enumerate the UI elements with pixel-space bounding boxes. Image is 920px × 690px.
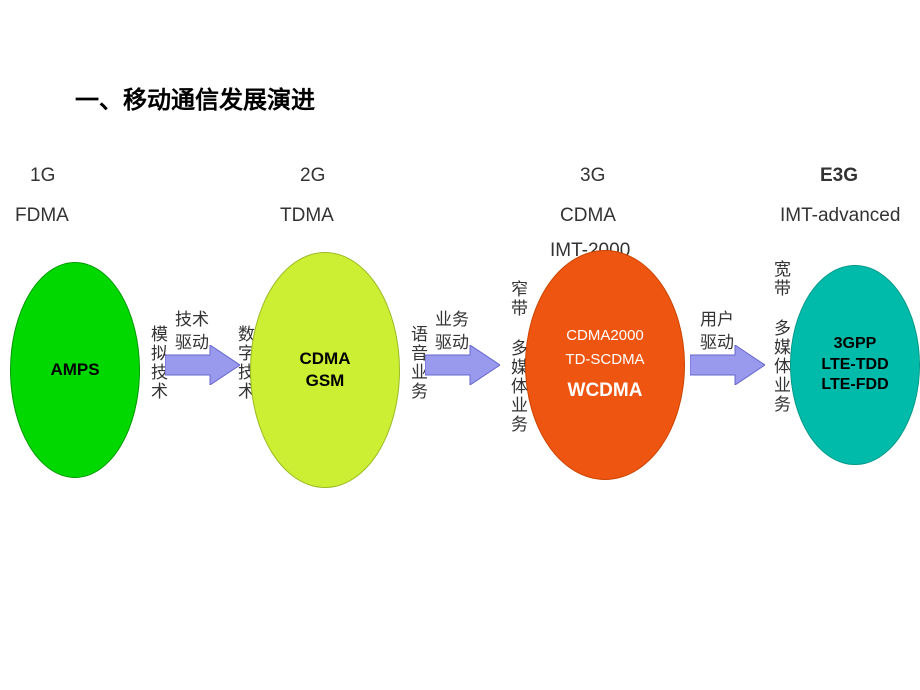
ellipse-2g: CDMA GSM	[250, 252, 400, 488]
ellipse-2g-text1: CDMA	[300, 348, 351, 370]
arrow2-bot: 驱动	[435, 328, 469, 353]
arrow1-top: 技术	[175, 305, 209, 330]
evolution-diagram: 1G FDMA 2G TDMA 3G CDMA IMT-2000 E3G IMT…	[0, 150, 920, 550]
gen3-label2: CDMA	[560, 205, 616, 227]
ellipse-1g: AMPS	[10, 262, 140, 478]
ellipse-3g-text1: CDMA2000	[566, 326, 644, 346]
page-title: 一、移动通信发展演进	[75, 80, 315, 115]
arrow1-bot: 驱动	[175, 328, 209, 353]
arrow3-bot: 驱动	[700, 328, 734, 353]
gen3-label1: 3G	[580, 165, 605, 187]
arrow2-top: 业务	[435, 305, 469, 330]
gen2-label2: TDMA	[280, 205, 334, 227]
ellipse-2g-text2: GSM	[306, 370, 345, 392]
gen4-label2: IMT-advanced	[780, 205, 900, 227]
gen1-label2: FDMA	[15, 205, 69, 227]
ellipse-e3g-text3: LTE-FDD	[821, 375, 888, 396]
vlabel-broadband: 宽带 多媒体业务	[768, 260, 793, 414]
arrow3-top: 用户	[700, 305, 734, 330]
ellipse-1g-text: AMPS	[50, 359, 99, 381]
gen4-label1: E3G	[820, 165, 858, 187]
gen2-label1: 2G	[300, 165, 325, 187]
ellipse-e3g-text1: 3GPP	[834, 334, 877, 355]
ellipse-e3g: 3GPP LTE-TDD LTE-FDD	[790, 265, 920, 465]
gen1-label1: 1G	[30, 165, 55, 187]
ellipse-3g-text2: TD-SCDMA	[565, 350, 644, 370]
ellipse-3g-text3: WCDMA	[568, 379, 643, 404]
ellipse-e3g-text2: LTE-TDD	[821, 355, 888, 376]
ellipse-3g: CDMA2000 TD-SCDMA WCDMA	[525, 250, 685, 480]
